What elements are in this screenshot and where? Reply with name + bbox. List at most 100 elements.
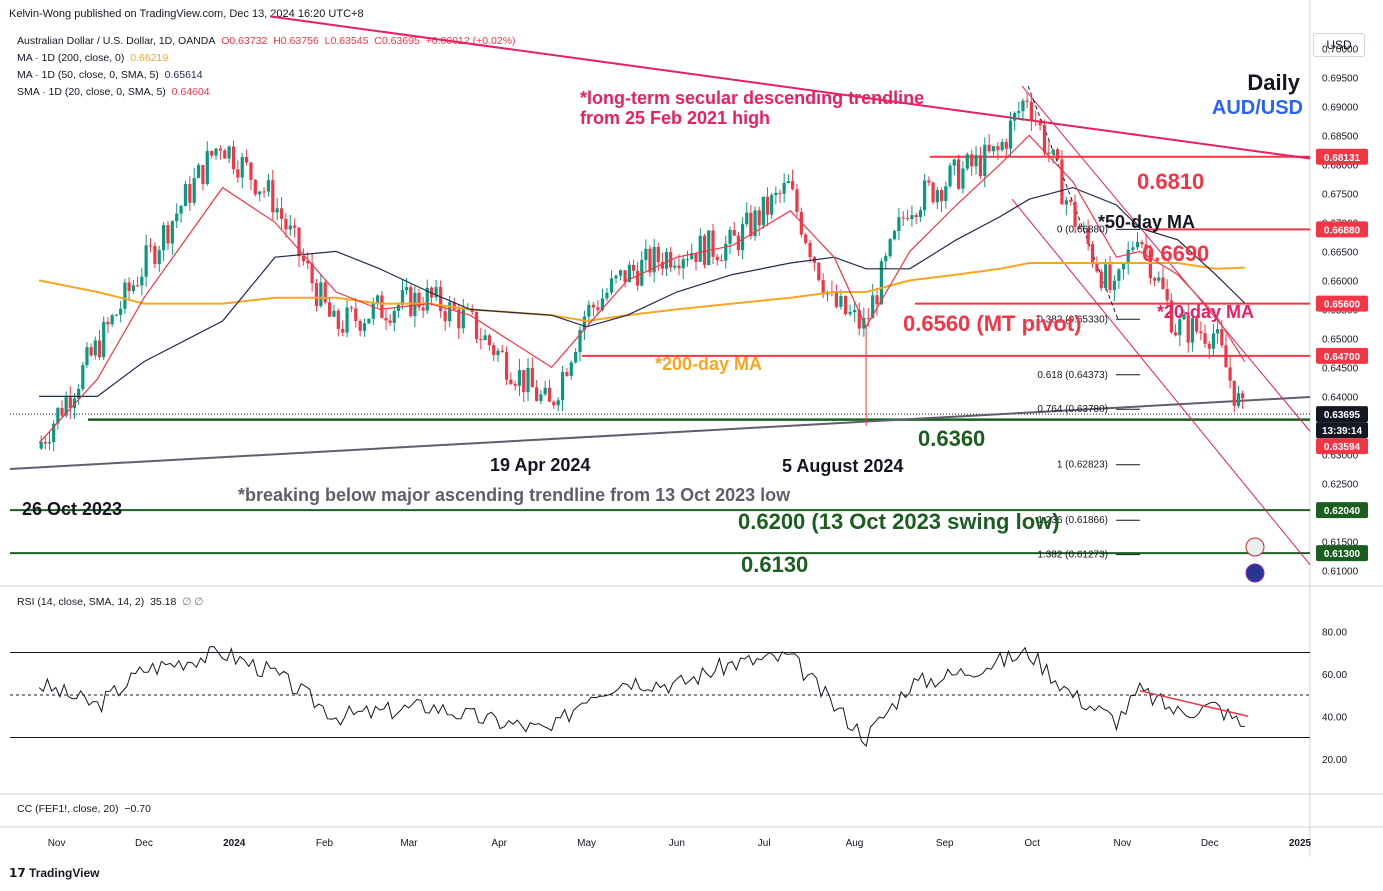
candle-body <box>582 316 586 330</box>
ma50-legend[interactable]: MA · 1D (50, close, 0, SMA, 5) 0.65614 <box>17 69 203 81</box>
rsi-divergence-line <box>1139 690 1249 717</box>
currency-button[interactable]: USD <box>1313 33 1365 57</box>
level-lines <box>10 155 1310 555</box>
candle-body <box>214 148 218 156</box>
candle-body <box>336 310 340 329</box>
rsi-legend-extra: ∅ ∅ <box>182 596 204 608</box>
candle-body <box>978 155 983 177</box>
candle-body <box>1140 242 1144 245</box>
candle-body <box>188 184 192 203</box>
ma200-legend[interactable]: MA · 1D (200, close, 0) 0.66219 <box>17 52 168 64</box>
candle-body <box>77 389 81 399</box>
candle-body <box>240 157 244 178</box>
level-label: 0.6690 <box>1142 241 1209 266</box>
candle-body <box>786 181 790 183</box>
price-tick-label: 0.62000 <box>1322 508 1359 519</box>
tradingview-logo[interactable]: 𝟭𝟳 TradingView <box>9 866 100 880</box>
candle-body <box>1216 329 1220 334</box>
cc-legend[interactable]: CC (FEF1!, close, 20) −0.70 <box>17 803 151 815</box>
candle-body <box>110 315 114 325</box>
candle-body <box>56 407 60 424</box>
fib-label: 1.382 (0.61273) <box>1037 550 1108 561</box>
candle-body <box>327 302 332 317</box>
candle-body <box>530 367 534 388</box>
price-tick-label: 0.67500 <box>1322 189 1359 200</box>
candle-body <box>1095 263 1099 272</box>
candle-body <box>479 339 483 341</box>
candle-body <box>1021 100 1025 112</box>
tv-icon: 𝟭𝟳 <box>9 866 26 880</box>
candle-body <box>1086 227 1090 245</box>
candle-body <box>690 253 694 260</box>
candle-body <box>72 398 77 408</box>
candle-body <box>591 304 595 308</box>
ma50-label: *50-day MA <box>1098 212 1195 232</box>
candle-body <box>102 321 106 358</box>
candle-body <box>757 210 761 226</box>
fib-label: 0 (0.66880) <box>1057 224 1108 235</box>
candle-body <box>496 350 500 356</box>
candle-body <box>656 246 660 263</box>
candle-body <box>47 442 52 444</box>
candle-body <box>914 215 918 217</box>
channel-lower <box>1011 198 1311 566</box>
sma20-legend[interactable]: SMA · 1D (20, close, 0, SMA, 5) 0.64604 <box>17 86 210 98</box>
candle-body <box>804 234 808 243</box>
level-label: 0.6810 <box>1137 169 1204 194</box>
time-axis-label: Dec <box>135 838 153 849</box>
price-tick-label: 0.65000 <box>1322 334 1359 345</box>
candle-body <box>1173 332 1178 336</box>
candle-body <box>565 372 569 376</box>
candle-body <box>376 295 380 303</box>
rsi-legend[interactable]: RSI (14, close, SMA, 14, 2) 35.18 ∅ ∅ <box>17 596 203 608</box>
price-tag <box>1316 502 1368 519</box>
channel-upper <box>1021 85 1311 432</box>
ma50-line <box>39 186 1246 397</box>
candle-body <box>349 307 354 309</box>
candle-body <box>681 259 685 269</box>
trendlines <box>9 15 1311 566</box>
candle-body <box>745 212 749 225</box>
candle-body <box>517 370 522 386</box>
candle-body <box>640 259 644 286</box>
candle-body <box>539 394 543 401</box>
candle-body <box>388 320 392 323</box>
candle-body <box>89 347 93 356</box>
price-tag-label: 0.66880 <box>1324 225 1361 236</box>
fib-label: 1 (0.62823) <box>1057 460 1108 471</box>
price-tag-label: 0.64700 <box>1324 352 1361 363</box>
candle-body <box>470 308 474 313</box>
candle-body <box>623 270 627 283</box>
candle-body <box>279 208 284 219</box>
candle-body <box>509 379 513 385</box>
candle-body <box>749 212 753 237</box>
candle-body <box>1190 318 1195 343</box>
candle-body <box>144 245 148 277</box>
candle-body <box>569 362 573 376</box>
candle-body <box>1220 329 1224 346</box>
candle-body <box>866 318 870 320</box>
candle-body <box>1182 314 1186 320</box>
candle-body <box>236 169 240 178</box>
candle-body <box>288 225 292 230</box>
candle-body <box>1004 142 1008 149</box>
price-tick-label: 0.64000 <box>1322 392 1359 403</box>
candle-body <box>812 257 817 263</box>
candle-body <box>631 264 636 271</box>
ohlc-high: H0.63756 <box>273 35 319 47</box>
candle-body <box>875 295 879 305</box>
candle-body <box>669 252 673 268</box>
candle-body <box>736 235 741 251</box>
candle-body <box>405 287 409 291</box>
time-axis-label: Mar <box>400 838 418 849</box>
ohlc-change: +0.00012 (+0.02%) <box>425 35 516 47</box>
price-tag <box>1316 406 1368 423</box>
time-axis-label: Aug <box>846 838 864 849</box>
candle-body <box>392 310 396 323</box>
candle-body <box>183 184 188 207</box>
candle-body <box>323 282 327 303</box>
candle-body <box>306 261 310 264</box>
candle-body <box>918 210 922 217</box>
au-flag-icon <box>1245 563 1265 583</box>
candle-body <box>1090 244 1095 264</box>
